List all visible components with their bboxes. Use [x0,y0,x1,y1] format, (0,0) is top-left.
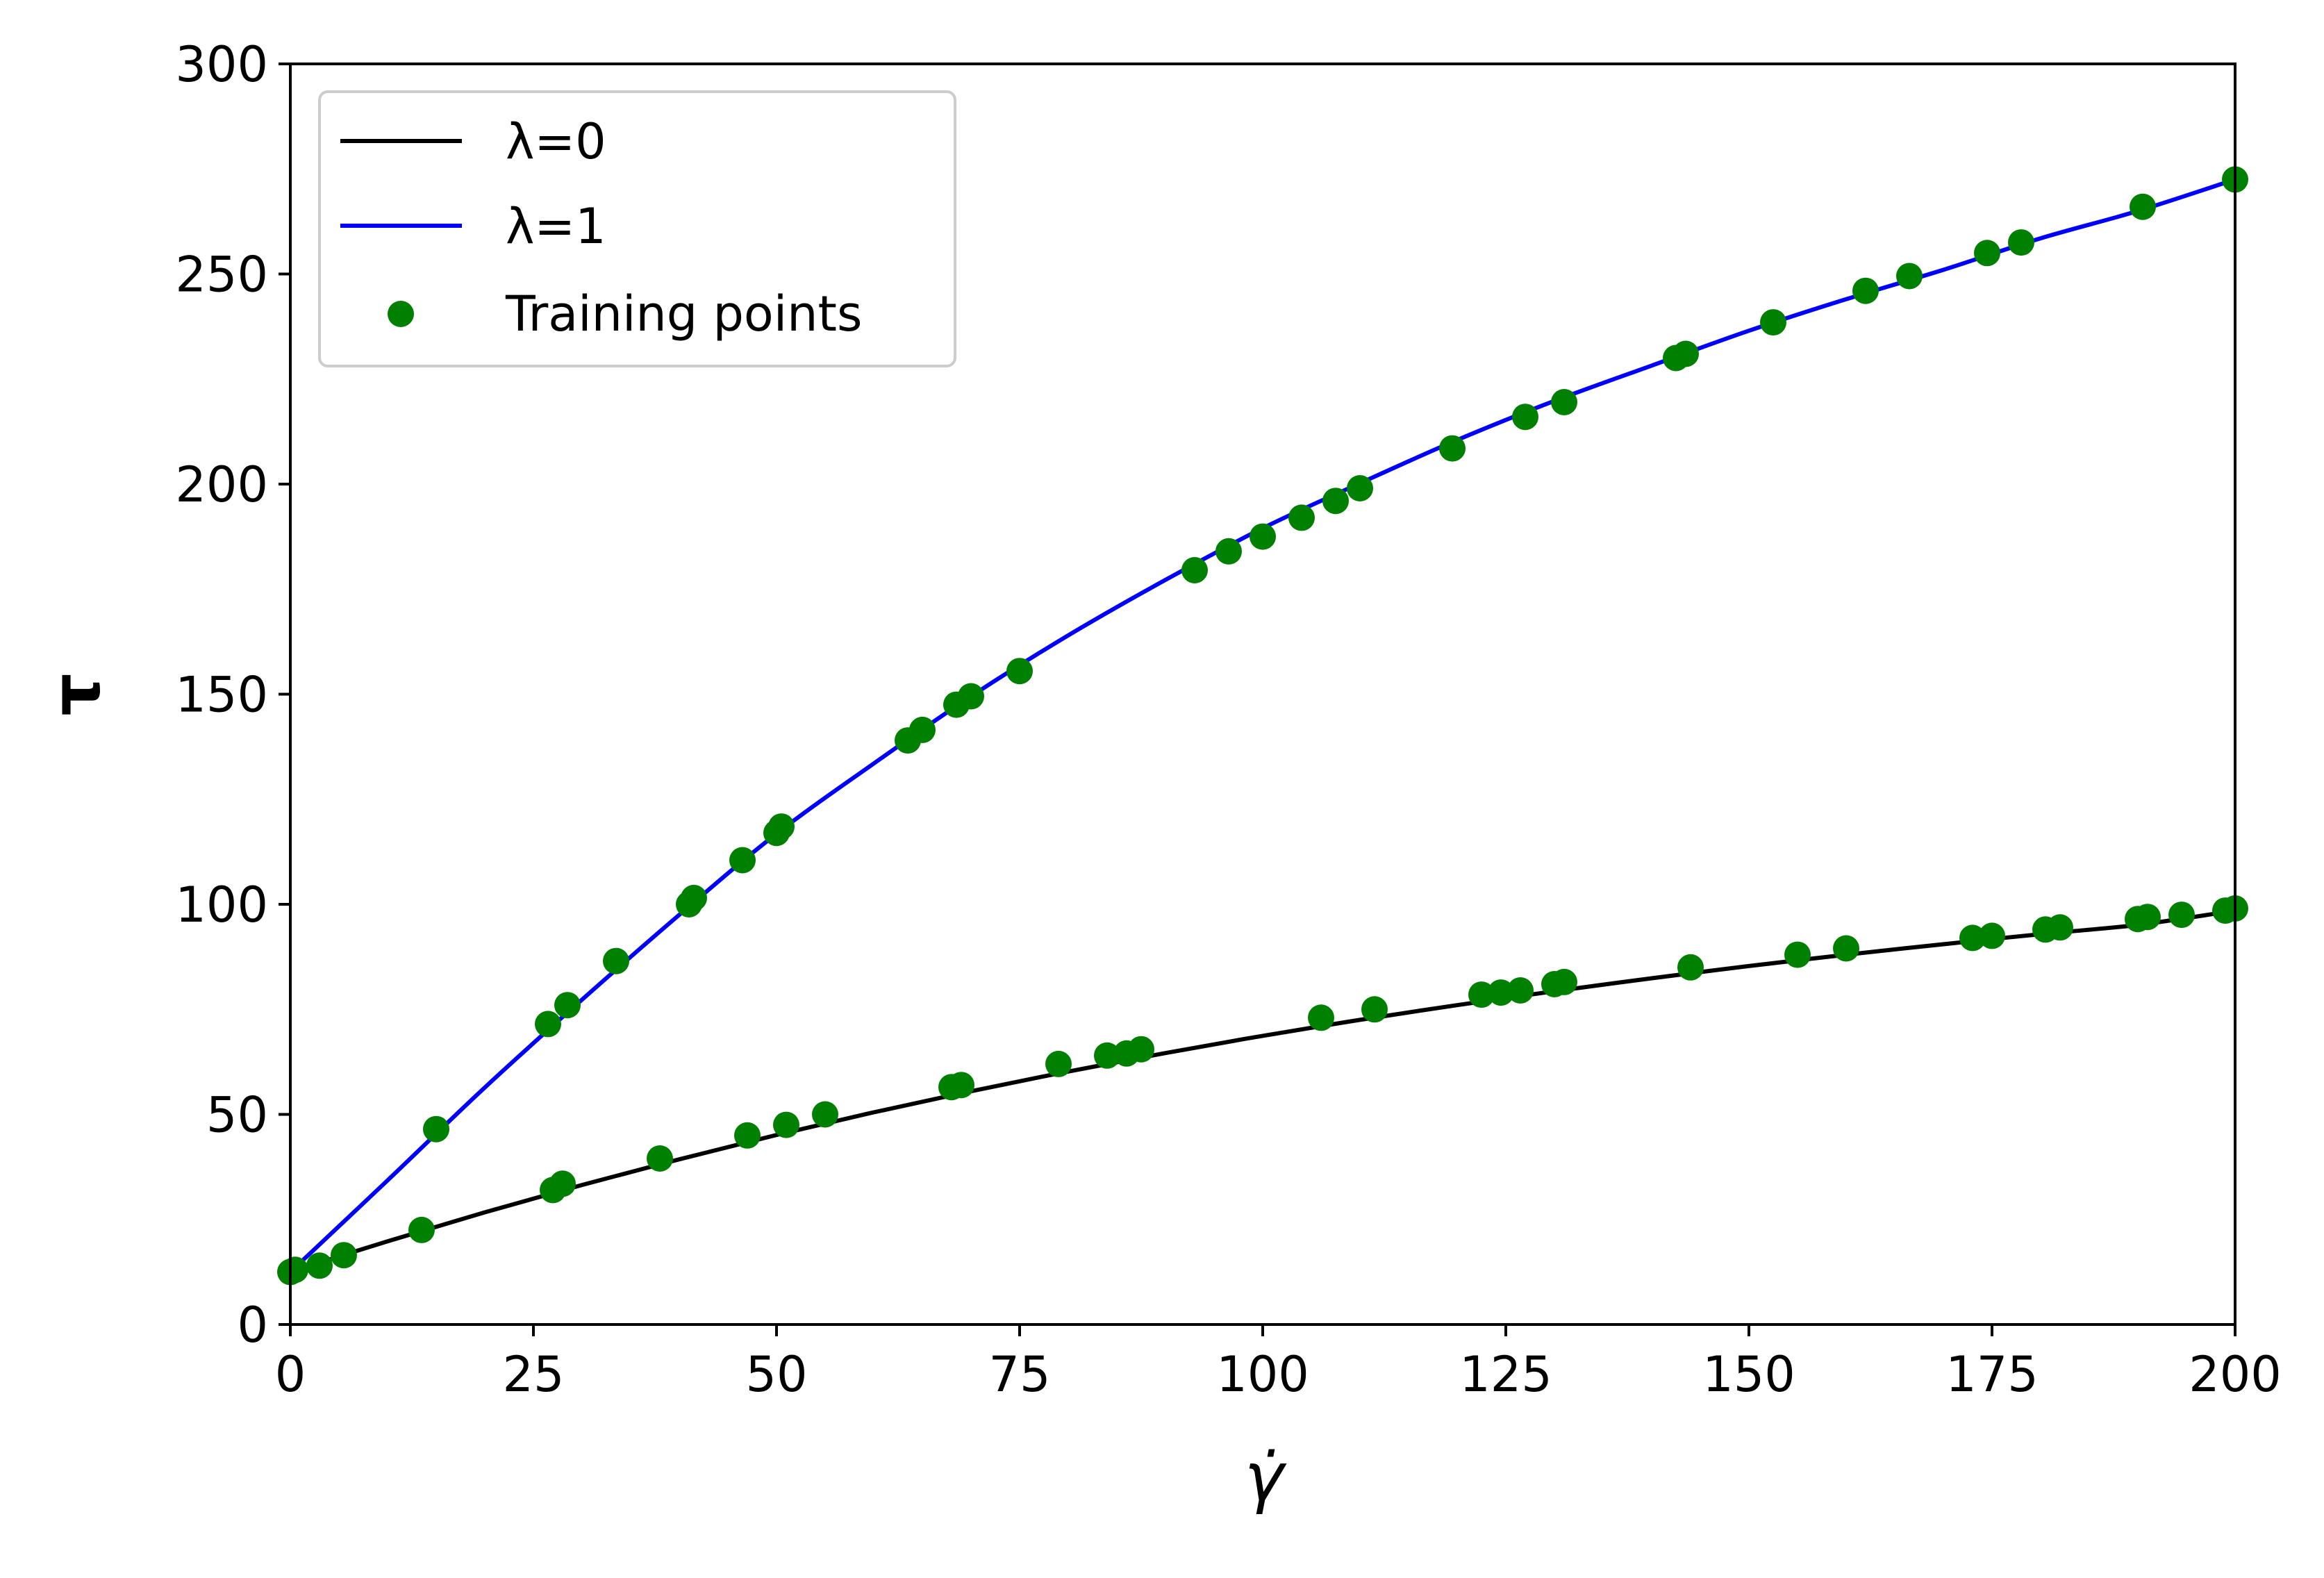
x-tick-label: 75 [988,1346,1050,1403]
training-point [1347,475,1373,501]
training-point [1551,389,1577,415]
legend: λ=0 λ=1 Training points [318,90,956,367]
legend-label-lambda0: λ=0 [506,113,606,170]
training-point [1250,523,1276,550]
y-tick-label: 100 [175,877,268,933]
x-tick-label: 0 [275,1346,306,1403]
training-point [282,1256,308,1284]
training-point [2134,904,2161,931]
training-point [549,1170,576,1197]
x-tick-label: 125 [1459,1346,1552,1403]
training-point [647,1145,673,1172]
training-point [812,1101,838,1128]
training-point [331,1242,357,1269]
training-point [958,683,984,710]
training-point [1094,1042,1120,1069]
legend-label-lambda1: λ=1 [506,198,606,255]
x-axis-label: γ̇ [1245,1438,1287,1516]
training-point [1006,658,1033,685]
training-point [1439,435,1466,462]
y-tick-label: 250 [175,247,268,304]
training-point [2168,902,2195,929]
training-point [1673,340,1699,367]
training-point [1852,277,1879,304]
legend-marker-training-points [388,301,414,327]
training-point [681,884,707,911]
training-point [1361,996,1388,1023]
legend-box [318,90,956,367]
training-point [2130,193,2156,220]
training-point [1512,404,1538,431]
training-point [1979,922,2005,949]
training-point [1322,488,1349,515]
training-point [2047,914,2073,941]
y-tick-label: 150 [175,667,268,724]
training-point [1215,538,1242,565]
training-point [1181,557,1208,583]
training-point [1974,240,2000,267]
training-point [535,1011,561,1038]
legend-label-training-points: Training points [505,285,862,342]
training-point [1959,924,1986,952]
series-line-0 [290,908,2236,1274]
training-point [1045,1050,1072,1077]
training-point [1308,1004,1334,1031]
training-point [2008,229,2034,256]
training-point [1896,263,1923,290]
training-point [734,1122,761,1149]
training-point [306,1252,333,1279]
y-tick-label: 50 [206,1087,268,1144]
training-point [773,1111,799,1138]
training-point [603,947,629,974]
y-tick-label: 0 [237,1297,268,1354]
training-point [423,1115,449,1143]
y-tick-label: 300 [175,36,268,93]
training-point [554,992,581,1019]
x-tick-label: 175 [1945,1346,2039,1403]
training-point [1288,504,1315,531]
training-point [729,847,756,874]
training-point [768,813,795,840]
x-tick-label: 200 [2189,1346,2282,1403]
training-point [1128,1036,1154,1063]
training-point [1488,979,1514,1006]
x-tick-label: 25 [502,1346,564,1403]
training-point [1833,935,1859,962]
x-tick-label: 50 [745,1346,807,1403]
x-tick-label: 150 [1702,1346,1795,1403]
training-point [909,716,936,743]
training-point [1551,968,1577,995]
training-point [1760,309,1786,336]
training-point [1784,941,1811,968]
training-point [1507,977,1534,1004]
y-axis-label: τ [37,673,115,715]
x-tick-label: 100 [1216,1346,1309,1403]
series-layer [277,166,2248,1286]
training-point [1468,981,1495,1008]
training-point [408,1216,435,1243]
training-point [1677,954,1704,981]
y-tick-label: 200 [175,456,268,513]
training-point [948,1072,974,1099]
ticks-layer: 0 25 50 75 100 125 150 175 200 0 50 100 150 200 250 300 [175,36,2281,1403]
